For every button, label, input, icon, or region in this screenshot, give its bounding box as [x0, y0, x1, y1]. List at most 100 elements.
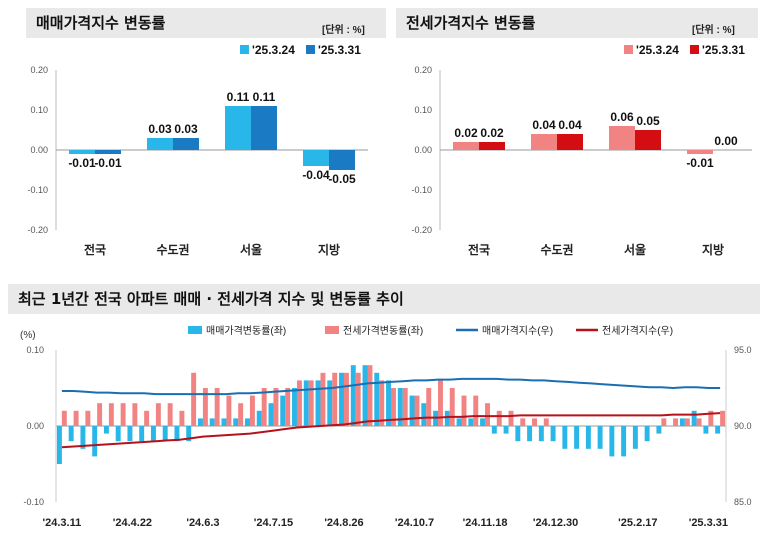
sale-change-bar	[644, 426, 650, 442]
bar-curr-week	[251, 106, 277, 150]
jeonse-change-bar	[355, 372, 361, 426]
right-tick-label: 85.0	[734, 497, 752, 507]
sale-change-bar	[315, 380, 321, 426]
legend-label: '25.3.31	[702, 43, 745, 57]
jeonse-change-bar	[708, 410, 714, 426]
sale-change-bar	[162, 426, 168, 442]
sale-change-bar	[491, 426, 497, 434]
sale-change-bar	[68, 426, 74, 442]
jeonse-panel-title-text: 전세가격지수 변동률	[406, 14, 536, 32]
bar-data-label: -0.01	[686, 156, 714, 170]
jeonse-change-bar	[132, 403, 138, 426]
category-label: 전국	[468, 242, 490, 257]
sale-change-bar	[527, 426, 533, 442]
jeonse-change-bar	[226, 395, 232, 426]
bar-data-label: 0.05	[636, 114, 660, 128]
jeonse-change-bar	[214, 388, 220, 426]
category-label: 전국	[84, 242, 106, 257]
bar-prev-week	[609, 126, 635, 150]
sale-change-bar	[715, 426, 721, 434]
bar-data-label: 0.02	[454, 126, 478, 140]
jeonse-change-bar	[285, 388, 291, 426]
legend-label: '25.3.24	[636, 43, 679, 57]
bar-prev-week	[687, 150, 713, 154]
jeonse-change-bar	[520, 418, 526, 426]
x-tick-label: '24.11.18	[463, 517, 508, 529]
sale-change-bar	[421, 403, 427, 426]
y-tick-label: 0.10	[30, 105, 48, 115]
category-label: 서울	[240, 242, 262, 257]
left-axis-unit: (%)	[20, 330, 36, 341]
left-tick-label: -0.10	[23, 497, 44, 507]
y-tick-label: 0.20	[30, 65, 48, 75]
bar-data-label: -0.04	[302, 168, 330, 182]
legend-label: 전세가격지수(우)	[602, 324, 673, 337]
jeonse-change-bar	[414, 395, 420, 426]
sale-change-bar	[679, 418, 685, 426]
legend-label: '25.3.24	[252, 43, 295, 57]
sale-change-bar	[233, 418, 239, 426]
jeonse-panel-title: 전세가격지수 변동률	[396, 8, 758, 38]
category-label: 수도권	[156, 243, 189, 257]
sale-change-bar	[456, 418, 462, 426]
jeonse-change-bar	[379, 380, 385, 426]
jeonse-index-line	[61, 412, 721, 449]
bar-data-label: 0.02	[480, 126, 504, 140]
sale-change-bar	[444, 410, 450, 426]
right-tick-label: 95.0	[734, 345, 752, 355]
jeonse-change-bar	[661, 418, 667, 426]
category-label: 서울	[624, 242, 646, 257]
sale-change-bar	[386, 380, 391, 426]
legend-swatch	[188, 326, 202, 334]
jeonse-change-bar	[308, 380, 314, 426]
legend-swatch	[624, 45, 633, 54]
x-tick-label: '24.10.7	[395, 517, 434, 529]
sale-change-bar	[221, 418, 227, 426]
jeonse-change-bar	[202, 388, 208, 426]
sale-change-bar	[480, 418, 486, 426]
jeonse-change-bar	[391, 388, 396, 426]
x-tick-label: '24.12.30	[533, 517, 578, 529]
sale-change-bar	[609, 426, 615, 457]
x-tick-label: '24.7.15	[254, 517, 293, 529]
left-tick-label: 0.10	[26, 345, 44, 355]
sale-index-line	[61, 377, 721, 396]
sale-change-bar	[127, 426, 133, 442]
jeonse-change-bar	[144, 410, 150, 426]
bar-prev-week	[147, 138, 173, 150]
jeonse-change-bar	[73, 410, 79, 426]
jeonse-change-bar	[684, 418, 690, 426]
sale-change-bar	[197, 418, 203, 426]
jeonse-change-bar	[249, 395, 255, 426]
bar-data-label: 0.03	[148, 122, 172, 136]
sale-change-bar	[139, 426, 145, 442]
y-tick-label: -0.10	[27, 185, 48, 195]
bar-data-label: 0.00	[714, 134, 738, 148]
sale-change-bar	[103, 426, 109, 434]
jeonse-change-bar	[320, 372, 326, 426]
jeonse-change-bar	[426, 388, 432, 426]
jeonse-change-bar	[261, 388, 267, 426]
sale-change-bar	[409, 395, 415, 426]
left-tick-label: 0.00	[26, 421, 44, 431]
sale-change-bar	[150, 426, 156, 442]
sale-change-bar	[303, 380, 309, 426]
legend-label: '25.3.31	[318, 43, 361, 57]
jeonse-change-bar	[485, 403, 490, 426]
jeonse-change-bar	[696, 418, 702, 426]
jeonse-change-bar	[473, 395, 479, 426]
x-tick-label: '25.3.31	[689, 517, 728, 529]
bar-curr-week	[173, 138, 199, 150]
sale-change-bar	[562, 426, 568, 449]
jeonse-change-bar	[155, 403, 161, 426]
sale-change-bar	[656, 426, 662, 434]
sale-change-bar	[574, 426, 580, 449]
sale-change-bar	[397, 388, 403, 426]
bar-curr-week	[557, 134, 583, 150]
y-tick-label: 0.00	[414, 145, 432, 155]
bar-data-label: -0.05	[328, 172, 356, 186]
bar-data-label: -0.01	[94, 156, 122, 170]
legend-swatch	[690, 45, 699, 54]
jeonse-change-bar	[543, 418, 549, 426]
